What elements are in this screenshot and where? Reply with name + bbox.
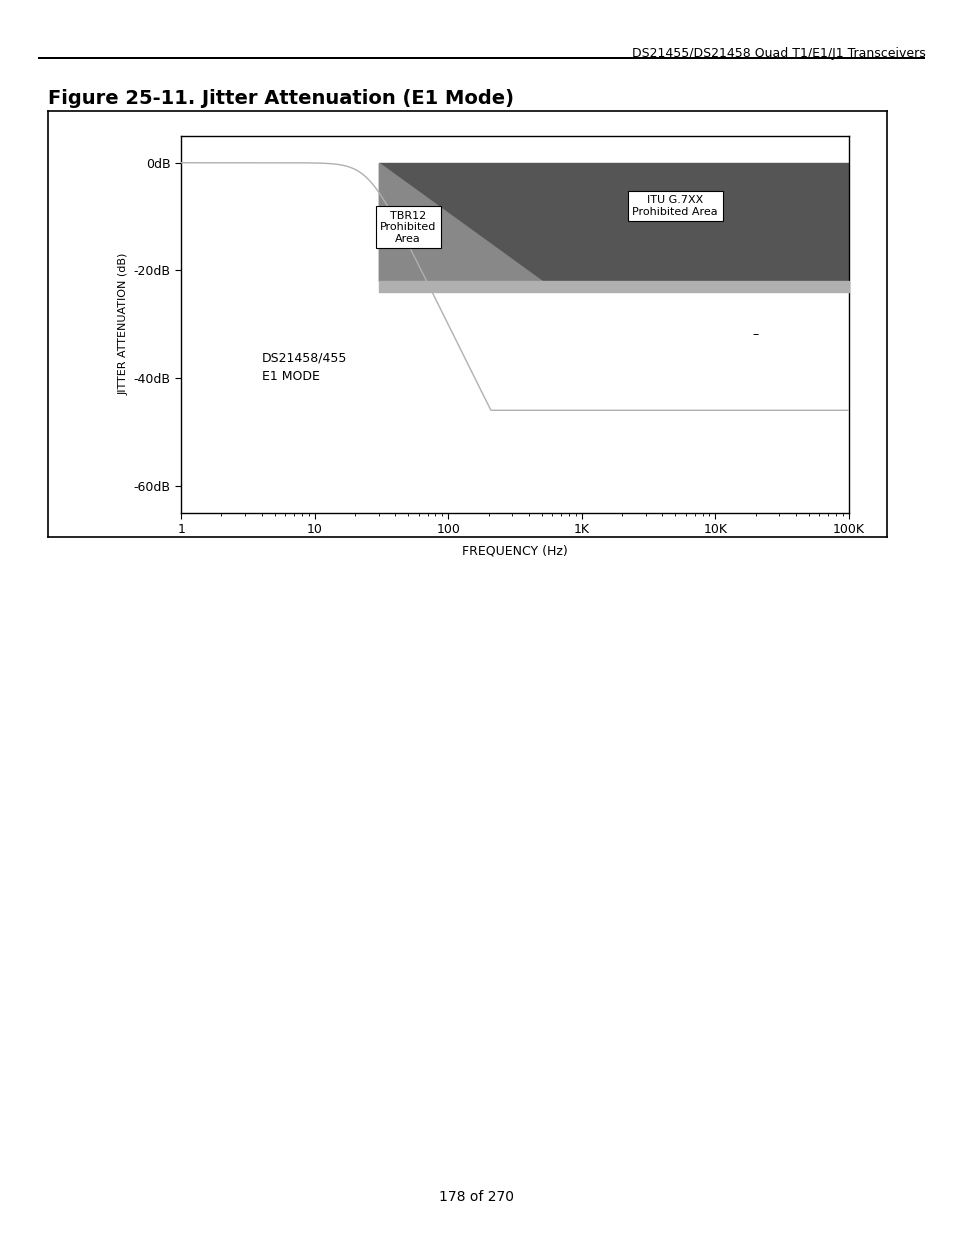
Text: ITU G.7XX
Prohibited Area: ITU G.7XX Prohibited Area [632,195,718,216]
Text: –: – [752,329,758,341]
X-axis label: FREQUENCY (Hz): FREQUENCY (Hz) [462,545,567,557]
Text: TBR12
Prohibited
Area: TBR12 Prohibited Area [379,211,436,245]
Text: DS21455/DS21458 Quad T1/E1/J1 Transceivers: DS21455/DS21458 Quad T1/E1/J1 Transceive… [631,47,924,61]
Y-axis label: JITTER ATTENUATION (dB): JITTER ATTENUATION (dB) [118,253,128,395]
Text: 178 of 270: 178 of 270 [439,1191,514,1204]
Polygon shape [378,163,541,282]
Text: Figure 25-11. Jitter Attenuation (E1 Mode): Figure 25-11. Jitter Attenuation (E1 Mod… [48,89,513,107]
Text: DS21458/455
E1 MODE: DS21458/455 E1 MODE [261,352,347,383]
